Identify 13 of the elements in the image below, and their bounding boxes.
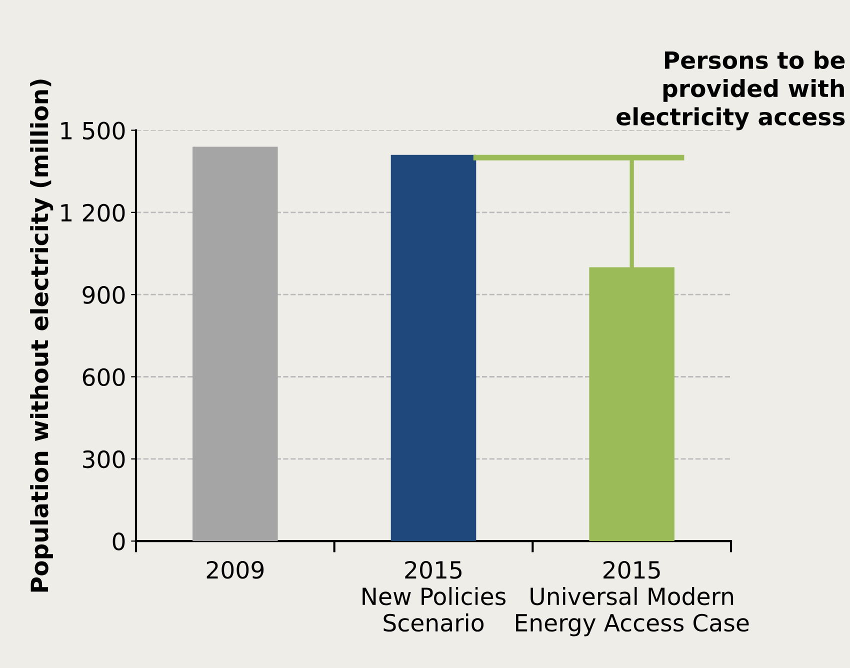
x-tick-label: 2015 New Policies Scenario [362, 560, 506, 632]
x-tick-label: 2009 [206, 560, 264, 579]
y-tick-label: 1 200 [61, 204, 125, 222]
y-tick-label: 0 [112, 532, 125, 550]
bar [390, 154, 476, 542]
y-axis-title: Population without electricity (million) [30, 80, 54, 592]
y-tick-label: 600 [82, 368, 125, 386]
y-tick-label: 300 [83, 450, 125, 468]
y-tick-label: 1 500 [61, 122, 125, 140]
x-tick-label: 2015 Universal Modern Energy Access Case [516, 560, 749, 636]
ref-line-label: Persons to be provided with electricity access [616, 50, 845, 130]
bar [192, 146, 278, 542]
y-tick-label: 900 [82, 286, 125, 304]
